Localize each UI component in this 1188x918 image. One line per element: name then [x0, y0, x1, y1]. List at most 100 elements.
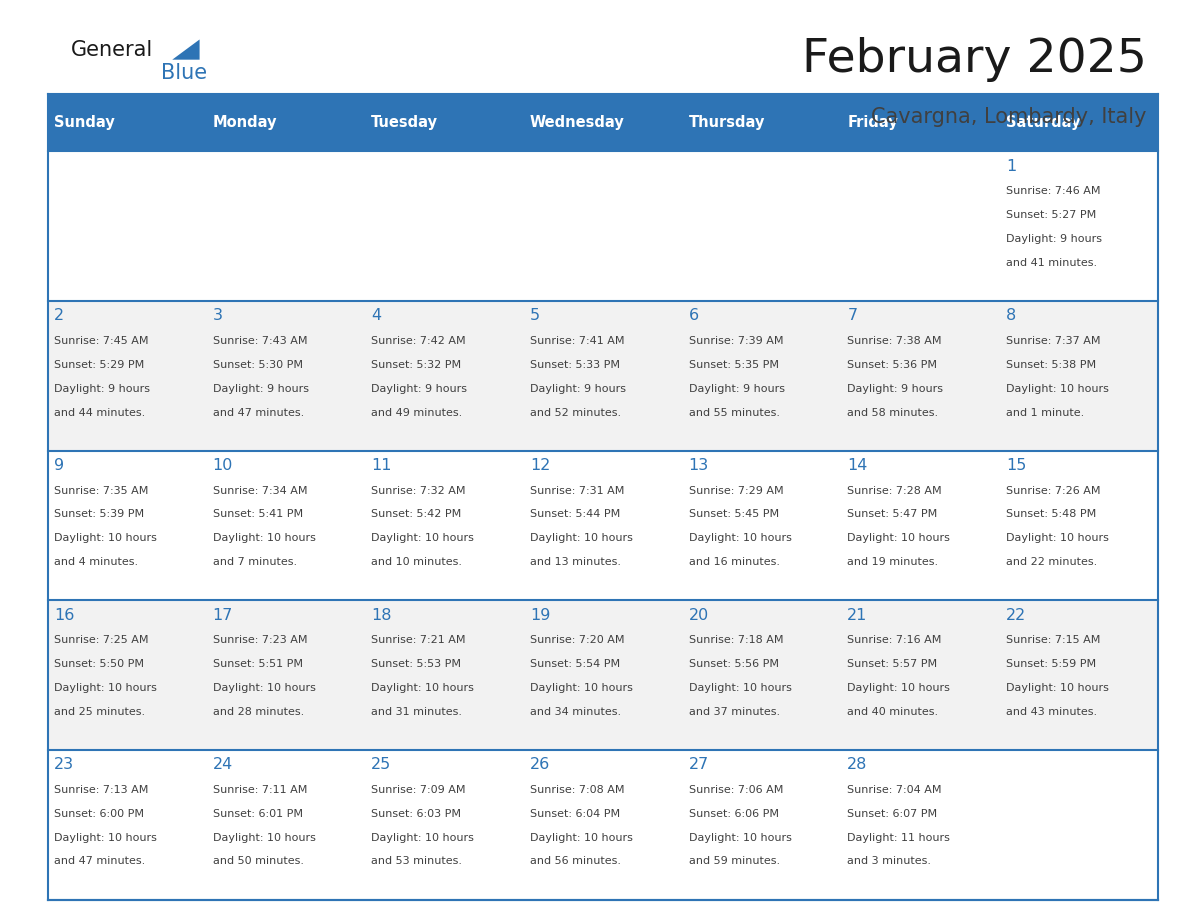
Text: Sunset: 5:53 PM: Sunset: 5:53 PM [371, 659, 461, 669]
Text: Sunrise: 7:38 AM: Sunrise: 7:38 AM [847, 336, 942, 346]
Text: Daylight: 9 hours: Daylight: 9 hours [53, 384, 150, 394]
Text: Sunset: 5:33 PM: Sunset: 5:33 PM [530, 360, 620, 370]
Text: Daylight: 10 hours: Daylight: 10 hours [1006, 683, 1108, 693]
Text: Sunrise: 7:13 AM: Sunrise: 7:13 AM [53, 785, 148, 795]
Text: Sunset: 5:42 PM: Sunset: 5:42 PM [371, 509, 461, 520]
Text: and 25 minutes.: and 25 minutes. [53, 707, 145, 717]
Bar [207, 451, 365, 600]
Text: Tuesday: Tuesday [371, 115, 438, 130]
Text: 1: 1 [1006, 159, 1016, 174]
Bar [682, 600, 841, 750]
Text: Sunset: 5:36 PM: Sunset: 5:36 PM [847, 360, 937, 370]
Bar [682, 451, 841, 600]
Text: and 59 minutes.: and 59 minutes. [689, 856, 779, 867]
Text: Sunset: 5:29 PM: Sunset: 5:29 PM [53, 360, 144, 370]
Text: Sunrise: 7:25 AM: Sunrise: 7:25 AM [53, 635, 148, 645]
Text: Sunset: 6:06 PM: Sunset: 6:06 PM [689, 809, 778, 819]
Text: 24: 24 [213, 757, 233, 772]
Text: Sunset: 6:04 PM: Sunset: 6:04 PM [530, 809, 620, 819]
Text: Sunrise: 7:18 AM: Sunrise: 7:18 AM [689, 635, 783, 645]
Text: Thursday: Thursday [689, 115, 765, 130]
Text: Blue: Blue [162, 63, 207, 84]
Bar [999, 151, 1158, 301]
Text: Sunrise: 7:29 AM: Sunrise: 7:29 AM [689, 486, 783, 496]
Text: 2: 2 [53, 308, 64, 323]
Text: Sunset: 5:30 PM: Sunset: 5:30 PM [213, 360, 303, 370]
Text: Daylight: 10 hours: Daylight: 10 hours [53, 833, 157, 843]
Text: Sunrise: 7:46 AM: Sunrise: 7:46 AM [1006, 186, 1100, 196]
Text: Saturday: Saturday [1006, 115, 1080, 130]
Text: Daylight: 10 hours: Daylight: 10 hours [371, 833, 474, 843]
Text: and 37 minutes.: and 37 minutes. [689, 707, 779, 717]
Text: Sunrise: 7:26 AM: Sunrise: 7:26 AM [1006, 486, 1100, 496]
Bar [48, 600, 207, 750]
Bar [365, 451, 524, 600]
Text: Sunset: 6:03 PM: Sunset: 6:03 PM [371, 809, 461, 819]
Text: Sunrise: 7:42 AM: Sunrise: 7:42 AM [371, 336, 466, 346]
Text: and 52 minutes.: and 52 minutes. [530, 408, 621, 418]
Text: and 28 minutes.: and 28 minutes. [213, 707, 304, 717]
Bar [841, 94, 999, 151]
Text: Sunset: 5:27 PM: Sunset: 5:27 PM [1006, 210, 1097, 220]
Text: Daylight: 9 hours: Daylight: 9 hours [1006, 234, 1102, 244]
Bar [48, 94, 207, 151]
Text: Sunrise: 7:45 AM: Sunrise: 7:45 AM [53, 336, 148, 346]
Text: and 22 minutes.: and 22 minutes. [1006, 557, 1098, 567]
Text: and 1 minute.: and 1 minute. [1006, 408, 1085, 418]
Text: 11: 11 [371, 458, 392, 473]
Text: and 41 minutes.: and 41 minutes. [1006, 258, 1097, 268]
Text: Daylight: 10 hours: Daylight: 10 hours [530, 833, 633, 843]
Text: 15: 15 [1006, 458, 1026, 473]
Text: Sunrise: 7:11 AM: Sunrise: 7:11 AM [213, 785, 307, 795]
Text: 12: 12 [530, 458, 550, 473]
Text: and 49 minutes.: and 49 minutes. [371, 408, 462, 418]
Text: Sunrise: 7:06 AM: Sunrise: 7:06 AM [689, 785, 783, 795]
Text: and 13 minutes.: and 13 minutes. [530, 557, 621, 567]
Bar [207, 151, 365, 301]
Text: 6: 6 [689, 308, 699, 323]
Bar [524, 750, 682, 900]
Text: Daylight: 10 hours: Daylight: 10 hours [689, 533, 791, 543]
Bar [48, 451, 207, 600]
Text: 10: 10 [213, 458, 233, 473]
Text: Daylight: 10 hours: Daylight: 10 hours [53, 683, 157, 693]
Text: 25: 25 [371, 757, 392, 772]
Text: and 47 minutes.: and 47 minutes. [213, 408, 304, 418]
Text: Daylight: 10 hours: Daylight: 10 hours [213, 833, 316, 843]
Text: Sunset: 5:38 PM: Sunset: 5:38 PM [1006, 360, 1097, 370]
Text: Wednesday: Wednesday [530, 115, 625, 130]
Text: Daylight: 10 hours: Daylight: 10 hours [1006, 533, 1108, 543]
Text: Sunset: 5:32 PM: Sunset: 5:32 PM [371, 360, 461, 370]
Text: Sunrise: 7:31 AM: Sunrise: 7:31 AM [530, 486, 624, 496]
Text: 3: 3 [213, 308, 222, 323]
Text: Sunset: 5:51 PM: Sunset: 5:51 PM [213, 659, 303, 669]
Text: 20: 20 [689, 608, 709, 622]
Text: Sunrise: 7:43 AM: Sunrise: 7:43 AM [213, 336, 307, 346]
Text: Sunset: 5:54 PM: Sunset: 5:54 PM [530, 659, 620, 669]
Text: Cavargna, Lombardy, Italy: Cavargna, Lombardy, Italy [871, 106, 1146, 127]
Text: Daylight: 10 hours: Daylight: 10 hours [213, 533, 316, 543]
Bar [682, 151, 841, 301]
Bar [207, 750, 365, 900]
Bar [524, 151, 682, 301]
Text: 9: 9 [53, 458, 64, 473]
Text: and 10 minutes.: and 10 minutes. [371, 557, 462, 567]
Text: Daylight: 9 hours: Daylight: 9 hours [371, 384, 467, 394]
Text: and 34 minutes.: and 34 minutes. [530, 707, 621, 717]
Text: General: General [71, 40, 153, 61]
Text: Sunrise: 7:35 AM: Sunrise: 7:35 AM [53, 486, 148, 496]
Text: Sunrise: 7:23 AM: Sunrise: 7:23 AM [213, 635, 307, 645]
Bar [841, 301, 999, 451]
Text: 26: 26 [530, 757, 550, 772]
Text: 19: 19 [530, 608, 550, 622]
Text: Daylight: 9 hours: Daylight: 9 hours [530, 384, 626, 394]
Text: 23: 23 [53, 757, 74, 772]
Text: Sunrise: 7:15 AM: Sunrise: 7:15 AM [1006, 635, 1100, 645]
Text: 22: 22 [1006, 608, 1026, 622]
Text: Sunset: 5:45 PM: Sunset: 5:45 PM [689, 509, 778, 520]
Bar [207, 301, 365, 451]
Text: and 47 minutes.: and 47 minutes. [53, 856, 145, 867]
Text: 5: 5 [530, 308, 541, 323]
Text: Sunrise: 7:32 AM: Sunrise: 7:32 AM [371, 486, 466, 496]
Text: Sunset: 5:59 PM: Sunset: 5:59 PM [1006, 659, 1097, 669]
